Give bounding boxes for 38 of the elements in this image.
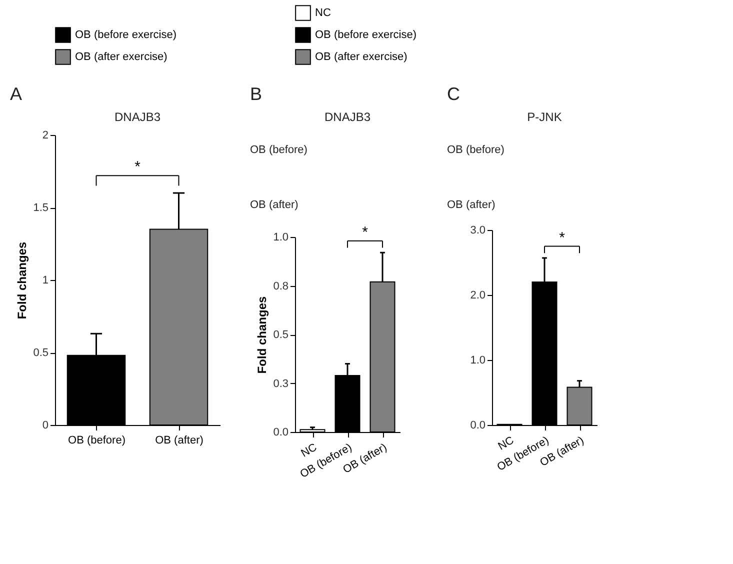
text: A	[10, 84, 22, 104]
y-tick-label: 1	[42, 274, 48, 286]
chart-title: DNAJB3	[324, 110, 371, 124]
y-tick-label: 0	[42, 420, 48, 432]
chart-title: P-JNK	[527, 110, 562, 124]
text: OB (after)	[250, 199, 298, 211]
y-axis-title: Fold changes	[15, 242, 30, 320]
y-tick-label: 2	[42, 130, 48, 142]
y-tick-label: 2.0	[470, 290, 486, 302]
annotation: *	[362, 224, 368, 241]
text: C	[447, 84, 460, 104]
y-tick-label: 0.5	[33, 347, 48, 359]
y-axis-title: Fold changes	[255, 296, 270, 374]
y-tick-label: 0.3	[273, 378, 288, 390]
legend-label: OB (after exercise)	[75, 51, 168, 63]
text: OB (before)	[447, 144, 504, 156]
x-tick-label: OB (after)	[155, 434, 204, 446]
legend-label: NC	[315, 7, 331, 19]
y-tick-label: 1.5	[33, 202, 48, 214]
legend-label: OB (before exercise)	[75, 29, 176, 41]
annotation: *	[559, 229, 566, 246]
chart-title: DNAJB3	[114, 110, 161, 124]
x-tick-label: NC	[496, 434, 516, 453]
annotation: *	[134, 158, 141, 176]
y-tick-label: 0.5	[273, 329, 288, 341]
y-tick-label: 1.0	[273, 232, 288, 244]
y-tick-label: 3.0	[470, 224, 486, 236]
y-tick-label: 0.0	[273, 426, 288, 438]
legend-label: OB (before exercise)	[315, 29, 416, 41]
y-tick-label: 0.0	[470, 420, 486, 432]
text: B	[250, 84, 262, 104]
x-tick-label: OB (before)	[68, 434, 126, 446]
x-tick-label: NC	[299, 441, 320, 460]
text: OB (after)	[447, 199, 496, 211]
y-tick-label: 1.0	[470, 354, 486, 366]
text: OB (before)	[250, 144, 308, 156]
legend-label: OB (after exercise)	[315, 51, 408, 63]
y-tick-label: 0.8	[273, 280, 288, 292]
